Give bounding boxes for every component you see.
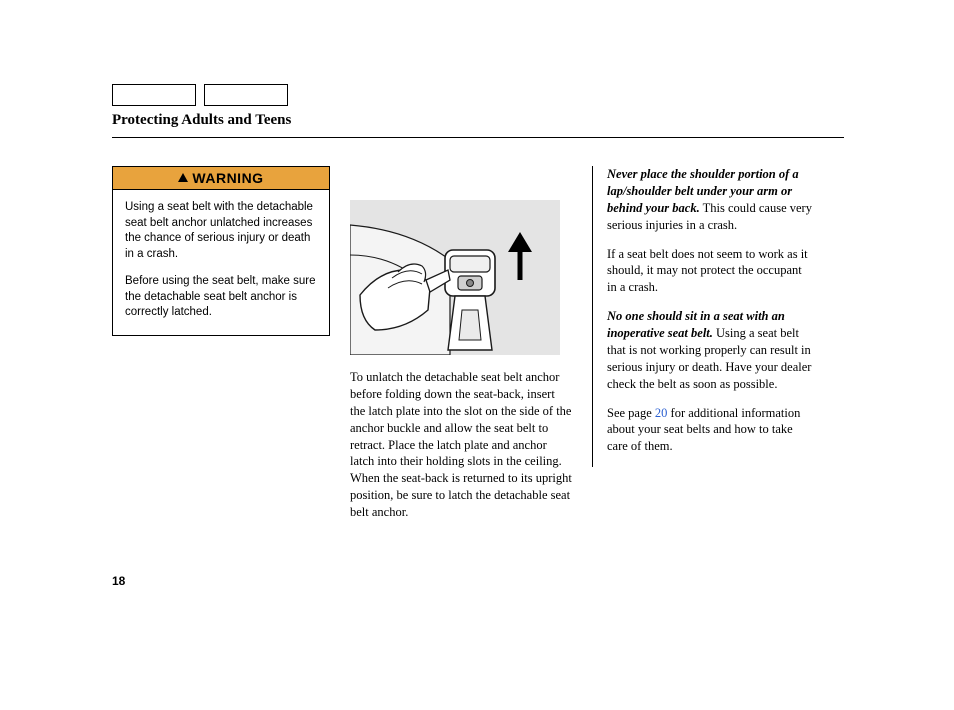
right-p4-pre: See page [607, 406, 655, 420]
warning-label: WARNING [192, 170, 263, 186]
warning-box: WARNING Using a seat belt with the detac… [112, 166, 330, 336]
page-content: Protecting Adults and Teens WARNING Usin… [112, 84, 844, 521]
header-placeholder-boxes [112, 84, 844, 106]
columns: WARNING Using a seat belt with the detac… [112, 166, 844, 521]
right-para-4: See page 20 for additional information a… [607, 405, 814, 456]
warning-para-2: Before using the seat belt, make sure th… [125, 274, 317, 321]
page-number: 18 [112, 574, 125, 588]
mid-para-1: To unlatch the detachable seat belt anch… [350, 369, 572, 470]
title-rule [112, 137, 844, 138]
warning-para-1: Using a seat belt with the detachable se… [125, 200, 317, 262]
column-left: WARNING Using a seat belt with the detac… [112, 166, 330, 336]
seatbelt-anchor-illustration [350, 200, 560, 355]
column-right: Never place the shoulder portion of a la… [592, 166, 814, 467]
header-box-2 [204, 84, 288, 106]
warning-body: Using a seat belt with the detachable se… [113, 190, 329, 335]
section-title: Protecting Adults and Teens [112, 112, 844, 135]
right-para-2: If a seat belt does not seem to work as … [607, 246, 814, 297]
seatbelt-anchor-figure [350, 200, 560, 355]
warning-triangle-icon [178, 173, 188, 182]
middle-text: To unlatch the detachable seat belt anch… [350, 369, 572, 521]
right-para-1: Never place the shoulder portion of a la… [607, 166, 814, 234]
column-middle: To unlatch the detachable seat belt anch… [350, 166, 572, 521]
mid-para-2: When the seat-back is returned to its up… [350, 470, 572, 521]
header-box-1 [112, 84, 196, 106]
page-link-20[interactable]: 20 [655, 406, 668, 420]
right-para-3: No one should sit in a seat with an inop… [607, 308, 814, 392]
warning-header: WARNING [113, 167, 329, 190]
